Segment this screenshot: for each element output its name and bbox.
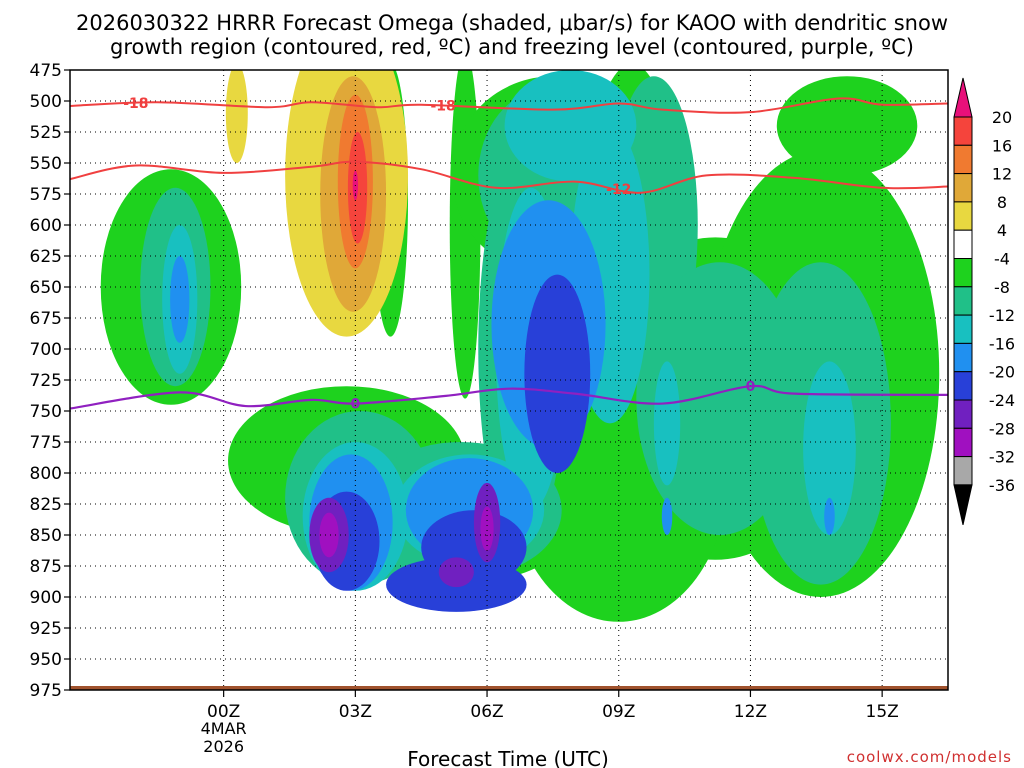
y-tick-label-475: 475 [30, 61, 62, 81]
y-tick-label-775: 775 [30, 433, 62, 453]
omega-region-neg12-5 [653, 361, 681, 486]
colorbar-label-13: -36 [989, 476, 1015, 495]
x-tick-label-03Z: 03Z [339, 702, 372, 722]
y-tick-label-550: 550 [30, 154, 62, 174]
x-tick-date-label: 4MAR [201, 719, 247, 738]
omega-region-neg28-0 [319, 512, 339, 558]
colorbar-label-1: 16 [992, 136, 1012, 155]
y-tick-label-675: 675 [30, 309, 62, 329]
y-tick-label-625: 625 [30, 247, 62, 267]
colorbar-swatch-13 [953, 456, 973, 486]
colorbar-swatch-2 [953, 144, 973, 175]
colorbar-label-10: -24 [989, 391, 1015, 410]
colorbar-label-7: -12 [989, 306, 1015, 325]
x-tick-label-15Z: 15Z [866, 702, 899, 722]
colorbar-swatch-6 [953, 258, 973, 288]
dgz-contour-0 [70, 97, 948, 114]
colorbar-swatch-5 [953, 229, 973, 259]
colorbar-label-2: 12 [992, 165, 1012, 184]
y-tick-label-925: 925 [30, 619, 62, 639]
omega-region-neg16-4 [661, 497, 673, 535]
colorbar-label-12: -32 [989, 448, 1015, 467]
terrain-strip [70, 686, 948, 690]
y-tick-label-950: 950 [30, 650, 62, 670]
dgz-label-3: -12 [606, 182, 631, 198]
colorbar-label-11: -28 [989, 419, 1015, 438]
y-tick-label-975: 975 [30, 681, 62, 701]
dgz-label-1: -18 [431, 99, 456, 115]
colorbar-swatch-8 [953, 314, 973, 344]
colorbar-label-6: -8 [994, 278, 1010, 297]
omega-region-neg16-0 [170, 256, 190, 343]
y-tick-label-850: 850 [30, 526, 62, 546]
omega-region-neg12-6 [803, 361, 856, 535]
contour-layer: -18 -18 -12 0 0 [70, 96, 948, 413]
y-tick-label-825: 825 [30, 495, 62, 515]
colorbar-swatch-4 [953, 201, 973, 231]
y-tick-label-900: 900 [30, 588, 62, 608]
y-tick-label-800: 800 [30, 464, 62, 484]
omega-shading-layer [100, 70, 940, 622]
colorbar-label-9: -20 [989, 363, 1015, 382]
y-tick-label-575: 575 [30, 185, 62, 205]
colorbar: 20 16 12 8 4 -4 -8 -12 -16 -20 -24 -28 -32 -36 [953, 77, 1015, 526]
omega-region-neg16-5 [824, 497, 835, 535]
x-axis-title: Forecast Time (UTC) [407, 747, 609, 768]
chart-title-line2: growth region (contoured, red, ºC) and f… [110, 35, 914, 59]
colorbar-swatch-12 [953, 427, 973, 458]
y-tick-label-525: 525 [30, 123, 62, 143]
colorbar-swatch-10 [953, 371, 973, 401]
colorbar-label-4: 4 [997, 221, 1007, 240]
colorbar-label-8: -16 [989, 334, 1015, 353]
colorbar-top-arrow [953, 77, 973, 118]
y-tick-label-650: 650 [30, 278, 62, 298]
chart-title-line1: 2026030322 HRRR Forecast Omega (shaded, … [76, 11, 948, 35]
omega-region-neg4-9 [776, 76, 918, 176]
colorbar-bottom-arrow [953, 484, 973, 526]
colorbar-label-3: 8 [997, 193, 1007, 212]
y-tick-label-725: 725 [30, 371, 62, 391]
y-tick-label-700: 700 [30, 340, 62, 360]
x-tick-label-09Z: 09Z [602, 702, 635, 722]
colorbar-swatch-1 [953, 116, 973, 146]
colorbar-swatch-3 [953, 173, 973, 203]
y-axis: 475 500 525 550 575 600 625 650 675 700 725 750 775 8… [30, 61, 70, 701]
colorbar-swatch-9 [953, 342, 973, 373]
freezing-level-contour [70, 384, 948, 410]
y-tick-label-500: 500 [30, 92, 62, 112]
colorbar-swatch-11 [953, 399, 973, 429]
colorbar-swatch-7 [953, 286, 973, 316]
colorbar-label-0: 20 [992, 108, 1012, 127]
gridlines [70, 70, 948, 690]
x-tick-label-00Z: 00Z [207, 702, 240, 722]
dgz-contour-2 [70, 160, 948, 194]
omega-region-neg20-2 [524, 274, 591, 473]
y-tick-label-600: 600 [30, 216, 62, 236]
dgz-label-0: -18 [123, 96, 148, 112]
x-tick-label-12Z: 12Z [734, 702, 767, 722]
y-tick-label-875: 875 [30, 557, 62, 577]
omega-region-neg28-1 [480, 506, 494, 552]
plot-area: -18 -18 -12 0 0 [70, 70, 948, 690]
colorbar-label-5: -4 [994, 250, 1010, 269]
freezing-level-label-1: 0 [746, 379, 756, 395]
omega-region-4-1 [225, 70, 248, 163]
credit-text: coolwx.com/models [847, 748, 1012, 766]
freezing-level-label-0: 0 [350, 397, 360, 413]
y-tick-label-750: 750 [30, 402, 62, 422]
x-tick-year-label: 2026 [203, 737, 244, 756]
omega-region-neg24-2 [438, 557, 474, 588]
x-tick-label-06Z: 06Z [470, 702, 503, 722]
